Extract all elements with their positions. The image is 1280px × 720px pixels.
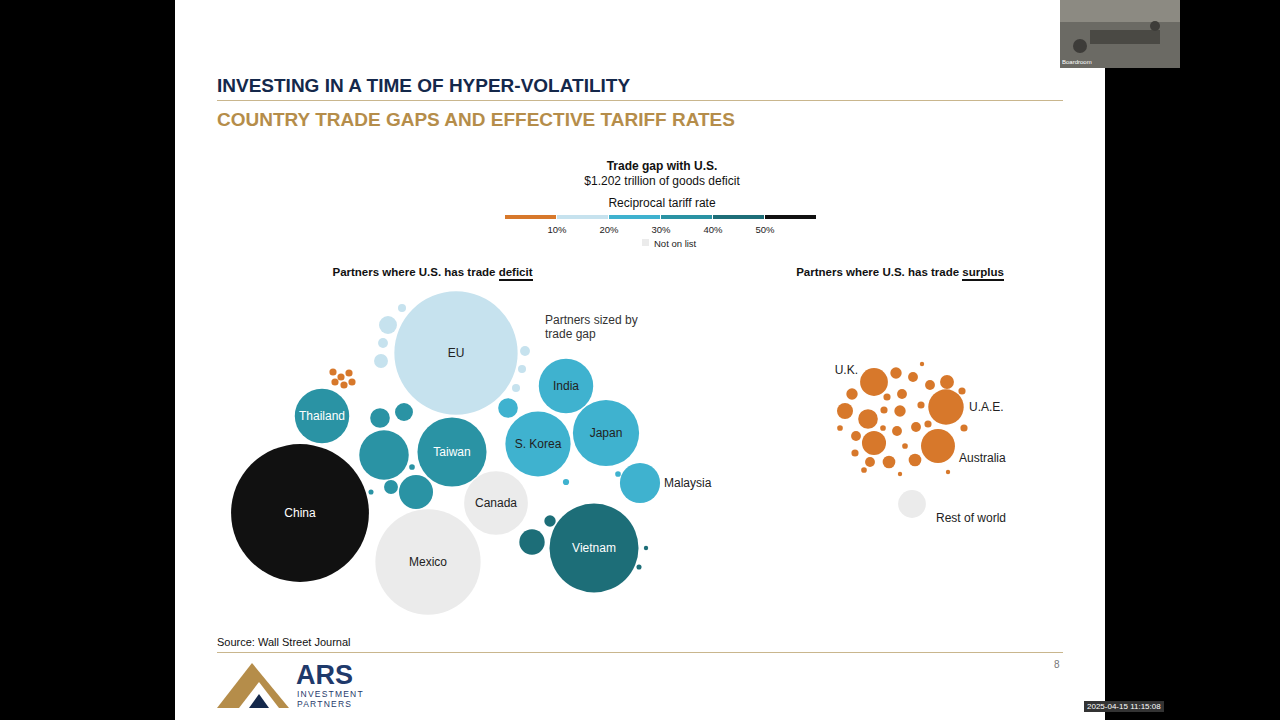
svg-text:U.K.: U.K.	[835, 363, 858, 377]
svg-text:Vietnam: Vietnam	[572, 541, 616, 555]
svg-text:ARS: ARS	[296, 660, 353, 690]
svg-text:India: India	[553, 379, 579, 393]
svg-text:China: China	[284, 506, 316, 520]
svg-text:Mexico: Mexico	[409, 555, 447, 569]
html-text:8: 8	[1054, 659, 1060, 670]
svg-text:Malaysia: Malaysia	[664, 476, 712, 490]
html-text:2025-04-15 11:15:08: 2025-04-15 11:15:08	[1087, 702, 1161, 711]
svg-text:U.A.E.: U.A.E.	[969, 400, 1004, 414]
svg-text:Japan: Japan	[590, 426, 623, 440]
svg-text:INVESTMENT: INVESTMENT	[297, 689, 364, 699]
svg-text:40%: 40%	[703, 224, 723, 235]
svg-text:EU: EU	[448, 346, 465, 360]
html-text:$1.202 trillion of goods defic: $1.202 trillion of goods deficit	[584, 174, 740, 188]
html-text:Partners sized by trade gap: Partners sized by trade gap	[545, 313, 638, 341]
svg-text:Not on list: Not on list	[654, 238, 697, 249]
html-text:Reciprocal tariff rate: Reciprocal tariff rate	[608, 196, 716, 210]
svg-text:Canada: Canada	[475, 496, 517, 510]
svg-text:PARTNERS: PARTNERS	[297, 699, 352, 709]
svg-text:Australia: Australia	[959, 451, 1006, 465]
svg-text:Thailand: Thailand	[299, 409, 345, 423]
svg-text:S. Korea: S. Korea	[515, 437, 562, 451]
svg-text:Boardroom: Boardroom	[1062, 59, 1092, 65]
html-text:INVESTING IN A TIME OF HYPER-V: INVESTING IN A TIME OF HYPER-VOLATILITY	[217, 75, 631, 96]
html-text:Source: Wall Street Journal: Source: Wall Street Journal	[217, 636, 351, 648]
svg-text:Rest of world: Rest of world	[936, 511, 1006, 525]
svg-text:Taiwan: Taiwan	[433, 445, 470, 459]
html-text:Partners where U.S. has trade: Partners where U.S. has trade deficit	[332, 266, 533, 278]
html-text:Partners where U.S. has trade: Partners where U.S. has trade surplus	[796, 266, 1004, 278]
svg-text:10%: 10%	[547, 224, 567, 235]
svg-text:50%: 50%	[755, 224, 775, 235]
html-text:Trade gap with U.S.: Trade gap with U.S.	[606, 159, 718, 173]
svg-text:20%: 20%	[599, 224, 619, 235]
html-text:COUNTRY TRADE GAPS AND EFFECTI: COUNTRY TRADE GAPS AND EFFECTIVE TARIFF …	[217, 109, 735, 130]
svg-text:30%: 30%	[651, 224, 671, 235]
